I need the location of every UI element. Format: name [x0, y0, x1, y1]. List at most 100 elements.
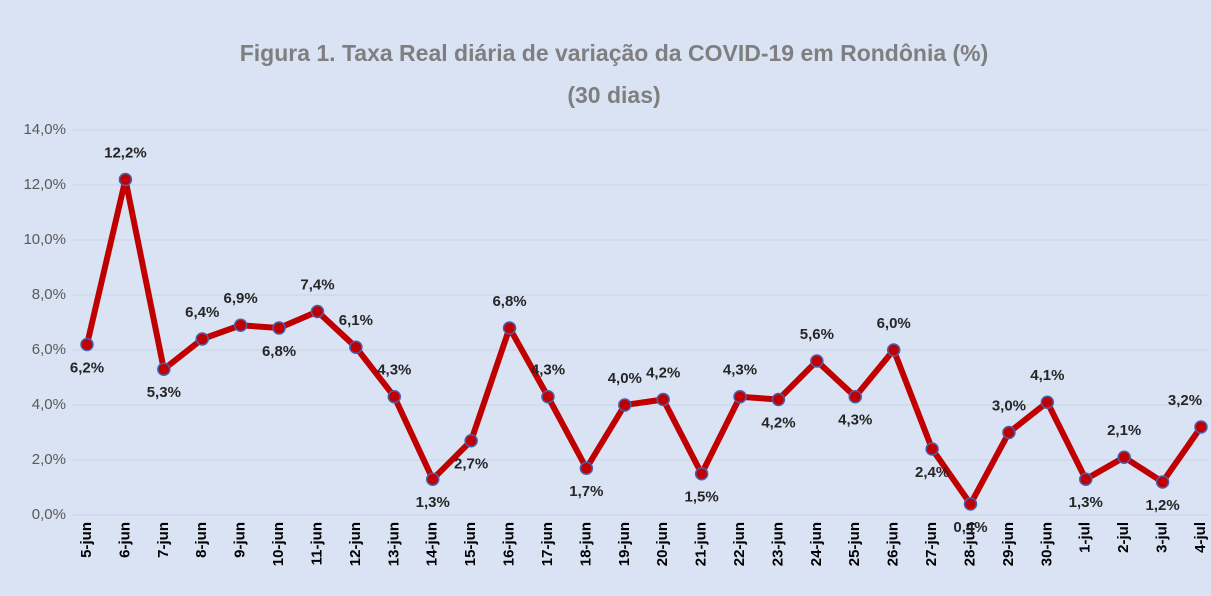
- data-label: 12,2%: [104, 144, 147, 161]
- x-tick-label: 10-jun: [270, 522, 287, 566]
- chart-subtitle: (30 dias): [567, 82, 660, 108]
- data-label: 4,2%: [646, 364, 680, 381]
- data-point: [1117, 450, 1131, 464]
- data-point: [272, 321, 286, 335]
- data-point: [541, 390, 555, 404]
- x-tick-label: 3-jul: [1154, 522, 1171, 553]
- chart-title: Figura 1. Taxa Real diária de variação d…: [240, 40, 989, 66]
- data-point: [925, 442, 939, 456]
- y-tick-label: 0,0%: [32, 506, 66, 523]
- x-tick-label: 6-jun: [116, 522, 133, 558]
- x-tick-label: 28-jun: [961, 522, 978, 566]
- y-tick-label: 4,0%: [32, 396, 66, 413]
- x-tick-label: 24-jun: [808, 522, 825, 566]
- x-tick-label: 21-jun: [693, 522, 710, 566]
- data-label: 6,4%: [185, 304, 219, 321]
- x-tick-label: 12-jun: [347, 522, 364, 566]
- data-label: 4,3%: [723, 362, 757, 379]
- data-label: 2,1%: [1107, 422, 1141, 439]
- data-point: [387, 390, 402, 404]
- data-point: [1079, 472, 1093, 486]
- data-label: 6,9%: [224, 290, 258, 307]
- data-label: 1,5%: [685, 489, 719, 506]
- y-tick-label: 12,0%: [23, 176, 66, 193]
- data-label: 4,3%: [838, 412, 872, 429]
- data-label: 1,3%: [1069, 494, 1103, 511]
- data-point: [618, 398, 632, 412]
- data-label: 1,3%: [416, 494, 450, 511]
- data-point: [310, 304, 325, 319]
- x-tick-label: 5-jun: [78, 522, 95, 558]
- x-tick-label: 14-jun: [424, 522, 441, 566]
- data-label: 6,1%: [339, 312, 373, 329]
- data-point: [464, 434, 478, 448]
- data-label: 2,4%: [915, 464, 949, 481]
- x-tick-label: 20-jun: [654, 522, 671, 566]
- data-point: [1155, 475, 1170, 489]
- x-tick-label: 27-jun: [923, 522, 940, 566]
- data-point: [1002, 425, 1016, 440]
- data-label: 1,7%: [569, 483, 603, 500]
- x-tick-label: 2-jul: [1115, 522, 1132, 553]
- y-tick-label: 14,0%: [23, 121, 66, 138]
- data-label: 5,3%: [147, 384, 181, 401]
- data-point: [80, 337, 94, 352]
- data-label: 3,2%: [1168, 392, 1202, 409]
- data-label: 6,8%: [492, 293, 526, 310]
- data-label: 4,0%: [608, 370, 642, 387]
- data-point: [233, 318, 248, 332]
- data-label: 4,1%: [1030, 367, 1064, 384]
- data-point: [694, 467, 709, 481]
- x-tick-label: 15-jun: [462, 522, 479, 566]
- x-tick-label: 1-jul: [1077, 522, 1094, 553]
- data-point: [349, 340, 363, 354]
- data-point: [810, 354, 824, 368]
- x-tick-label: 16-jun: [501, 522, 518, 566]
- data-point: [771, 392, 786, 407]
- x-tick-label: 8-jun: [193, 522, 210, 558]
- data-label: 5,6%: [800, 326, 834, 343]
- data-point: [733, 390, 747, 404]
- y-tick-label: 10,0%: [23, 231, 66, 248]
- data-point: [118, 172, 133, 187]
- data-label: 2,7%: [454, 456, 488, 473]
- data-point: [1194, 420, 1208, 434]
- x-tick-label: 9-jun: [232, 522, 249, 558]
- data-point: [425, 472, 440, 486]
- y-tick-label: 2,0%: [32, 451, 66, 468]
- data-label: 6,2%: [70, 359, 104, 376]
- data-label: 6,0%: [877, 315, 911, 332]
- x-tick-label: 7-jun: [155, 522, 172, 558]
- x-tick-label: 13-jun: [385, 522, 402, 566]
- x-tick-label: 4-jul: [1192, 522, 1209, 553]
- y-tick-label: 8,0%: [32, 286, 66, 303]
- x-tick-label: 26-jun: [885, 522, 902, 566]
- data-label: 4,2%: [761, 414, 795, 431]
- data-point: [579, 461, 594, 475]
- x-tick-label: 22-jun: [731, 522, 748, 566]
- y-tick-label: 6,0%: [32, 341, 66, 358]
- x-tick-label: 11-jun: [308, 522, 325, 565]
- data-label: 4,3%: [377, 362, 411, 379]
- x-tick-label: 30-jun: [1038, 522, 1055, 566]
- data-label: 4,3%: [531, 362, 565, 379]
- data-point: [886, 343, 901, 357]
- data-label: 0,4%: [953, 519, 987, 536]
- data-point: [963, 497, 978, 511]
- data-label: 3,0%: [992, 397, 1026, 414]
- data-point: [157, 362, 171, 376]
- data-point: [848, 390, 863, 404]
- x-tick-label: 19-jun: [616, 522, 633, 566]
- data-point: [1040, 395, 1055, 409]
- data-point: [195, 332, 209, 346]
- x-tick-label: 23-jun: [769, 522, 786, 566]
- data-point: [502, 321, 517, 335]
- data-label: 1,2%: [1145, 497, 1179, 514]
- x-tick-label: 18-jun: [577, 522, 594, 566]
- data-point: [656, 392, 670, 407]
- x-tick-label: 25-jun: [846, 522, 863, 566]
- x-tick-label: 17-jun: [539, 522, 556, 566]
- data-label: 6,8%: [262, 343, 296, 360]
